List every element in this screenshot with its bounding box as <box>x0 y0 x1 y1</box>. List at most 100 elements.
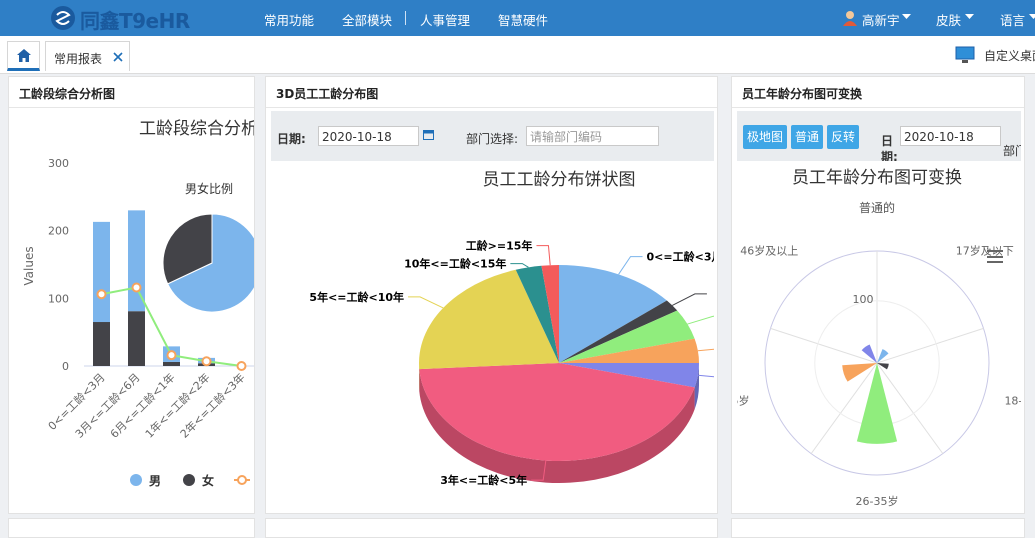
panel: 3D员工工龄分布图 日期: 2020-10-18 部门选择: 请输部门编码 员工… <box>265 76 718 514</box>
spoke <box>770 328 877 363</box>
bar <box>128 311 145 366</box>
data-label: 3年<=工龄<5年 <box>440 473 527 487</box>
category-label: 26-35岁 <box>856 494 899 508</box>
panel <box>731 518 1025 538</box>
home-icon <box>17 49 31 62</box>
category-label: 17岁及以下 <box>956 244 1014 258</box>
language-menu[interactable]: 语言 <box>1000 10 1025 29</box>
home-tab[interactable] <box>7 41 40 71</box>
x-tick-label: 6月<=工龄<1年 <box>107 370 177 440</box>
y-tick-label: 100 <box>48 292 69 305</box>
chart-title: 员工年龄分布图可变换 <box>792 168 962 188</box>
data-label: 0<=工龄<3月 <box>647 250 714 264</box>
legend-symbol <box>183 474 195 486</box>
dept-input[interactable]: 请输部门编码 <box>526 126 659 146</box>
report-tab[interactable]: 常用报表 <box>45 41 130 71</box>
chart-subtitle: 普通的 <box>859 200 895 215</box>
bar <box>163 362 180 366</box>
calendar-icon[interactable] <box>423 129 434 140</box>
logo-icon <box>50 5 76 31</box>
data-label: 工龄>=15年 <box>466 239 533 253</box>
menu-item[interactable]: 常用功能 <box>264 10 314 29</box>
x-tick-label: 1年<=工龄<2年 <box>142 370 212 440</box>
category-label: 46岁及以上 <box>740 244 798 258</box>
polar-bar <box>842 363 877 382</box>
bar <box>93 322 110 366</box>
line-marker <box>203 357 211 365</box>
y-tick-label: 200 <box>48 225 69 238</box>
user-icon <box>842 10 858 26</box>
panel-title: 3D员工工龄分布图 <box>276 85 378 102</box>
skin-menu[interactable]: 皮肤 <box>936 10 961 29</box>
y-tick-label: 300 <box>48 157 69 170</box>
top-nav: 同鑫T9eHR 常用功能 全部模块 人事管理 智慧硬件 高新宇 皮肤 语言 <box>0 0 1035 36</box>
panel-title: 员工年龄分布图可变换 <box>742 85 862 102</box>
panel-header: 员工年龄分布图可变换 <box>732 77 1024 108</box>
panel <box>265 518 718 538</box>
label-connector <box>619 257 643 275</box>
legend-label: 女 <box>202 473 214 488</box>
label-connector <box>536 246 550 266</box>
dept-label: 部门选择: <box>1003 142 1021 159</box>
menu-item[interactable]: 智慧硬件 <box>498 10 548 29</box>
line-marker <box>133 284 141 292</box>
filter-form: 极地图 普通 反转 日期: 2020-10-18 部门选择: <box>737 111 1021 161</box>
menu-item[interactable]: 全部模块 <box>342 10 392 29</box>
menu-item[interactable]: 人事管理 <box>420 10 470 29</box>
legend-symbol <box>238 476 246 484</box>
chart-title: 工龄段综合分析图 <box>139 119 255 139</box>
chart: 工龄段综合分析图Values01002003000<=工龄<3月3月<=工龄<6… <box>9 107 255 514</box>
label-connector <box>698 375 714 377</box>
panel-header: 工龄段综合分析图 <box>9 77 254 108</box>
page: 同鑫T9eHR 常用功能 全部模块 人事管理 智慧硬件 高新宇 皮肤 语言 常用… <box>0 0 1035 523</box>
chart: 员工年龄分布图可变换普通的10017岁及以下18-25岁26-35岁36-45岁… <box>737 161 1021 511</box>
legend-label: 男 <box>149 474 161 488</box>
logo[interactable]: 同鑫T9eHR <box>80 5 190 34</box>
chart: 员工工龄分布饼状图 0<=工龄<3月 3年<=工龄<5年 5年<=工龄<10年 10年<… <box>271 161 714 511</box>
date-input[interactable]: 2020-10-18 <box>900 126 1001 146</box>
panel-title: 工龄段综合分析图 <box>19 85 115 102</box>
dept-label: 部门选择: <box>466 130 518 147</box>
data-label: 10年<=工龄<15年 <box>404 257 506 271</box>
caret <box>902 14 911 20</box>
x-tick-label: 3月<=工龄<6月 <box>72 370 142 440</box>
chart-title: 男女比例 <box>185 181 233 196</box>
line-marker <box>98 290 106 298</box>
caret <box>965 14 974 20</box>
bar <box>128 210 145 311</box>
data-label: 5年<=工龄<10年 <box>309 290 404 304</box>
category-label: 18-25岁 <box>1004 393 1021 407</box>
y-axis-title: Values <box>22 246 36 285</box>
divider <box>405 11 406 25</box>
tab-bar: 常用报表 自定义桌面 <box>0 36 1035 74</box>
tab-label: 常用报表 <box>54 50 102 67</box>
invert-button[interactable]: 反转 <box>827 125 859 149</box>
user-menu[interactable]: 高新宇 <box>862 10 900 29</box>
label-connector <box>687 316 714 324</box>
filter-form: 日期: 2020-10-18 部门选择: 请输部门编码 <box>271 111 714 161</box>
polar-button[interactable]: 极地图 <box>743 125 787 149</box>
panel <box>8 518 255 538</box>
polar-bar <box>857 363 897 444</box>
normal-button[interactable]: 普通 <box>791 125 823 149</box>
spoke <box>877 328 984 363</box>
panel: 工龄段综合分析图 工龄段综合分析图Values01002003000<=工龄<3… <box>8 76 255 514</box>
label-connector <box>672 294 707 306</box>
y-tick-label: 0 <box>62 360 69 373</box>
category-label: 36-45岁 <box>737 393 750 407</box>
label-connector <box>408 297 443 308</box>
bar <box>93 222 110 322</box>
date-label: 日期: <box>881 133 895 161</box>
close-icon[interactable] <box>113 52 123 62</box>
date-label: 日期: <box>277 130 306 147</box>
monitor-icon <box>955 46 975 64</box>
chart-title: 员工工龄分布饼状图 <box>483 170 636 190</box>
label-connector <box>510 264 528 268</box>
line-marker <box>168 351 176 359</box>
panel-header: 3D员工工龄分布图 <box>266 77 717 108</box>
label-connector <box>698 348 714 350</box>
custom-desktop[interactable]: 自定义桌面 <box>984 47 1035 64</box>
x-tick-label: 2年<=工龄<3年 <box>177 370 247 440</box>
date-input[interactable]: 2020-10-18 <box>318 126 419 146</box>
caret <box>1029 14 1035 20</box>
